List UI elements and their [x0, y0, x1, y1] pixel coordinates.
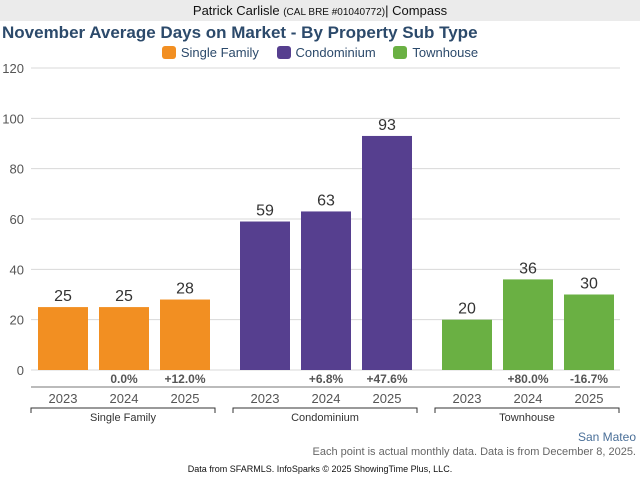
bar: [99, 307, 149, 370]
data-label: 93: [378, 117, 396, 134]
legend-swatch-townhouse: [393, 46, 408, 59]
bar: [38, 307, 88, 370]
y-tick-label: 60: [10, 212, 24, 227]
data-label: 63: [317, 192, 335, 209]
change-label: +80.0%: [507, 372, 548, 386]
brokerage-name: Compass: [392, 3, 448, 18]
legend-label: Single Family: [180, 45, 259, 60]
region-label[interactable]: San Mateo: [577, 430, 636, 444]
y-tick-label: 40: [10, 262, 24, 277]
bar: [442, 319, 492, 370]
legend-swatch-condominium: [276, 46, 291, 59]
data-label: 20: [458, 301, 476, 318]
change-label: +12.0%: [164, 372, 205, 386]
x-tick-label: 2024: [312, 391, 341, 406]
agent-header: Patrick Carlisle (CAL BRE #01040772)| Co…: [0, 0, 640, 21]
license-number: (CAL BRE #01040772): [283, 7, 386, 18]
legend-label: Townhouse: [412, 45, 479, 60]
x-tick-label: 2025: [373, 391, 402, 406]
group-label: Condominium: [291, 412, 359, 424]
bar: [564, 294, 614, 370]
group-label: Single Family: [90, 412, 157, 424]
bar: [362, 135, 412, 370]
data-label: 25: [54, 288, 72, 305]
y-tick-label: 0: [17, 363, 24, 378]
legend-item-condominium[interactable]: Condominium: [276, 45, 376, 60]
data-label: 28: [176, 281, 194, 298]
x-tick-label: 2023: [251, 391, 280, 406]
header-separator: |: [385, 3, 389, 18]
data-label: 30: [580, 276, 598, 293]
bar: [240, 221, 290, 370]
x-tick-label: 2023: [49, 391, 78, 406]
legend-swatch-single-family: [161, 46, 176, 59]
group-label: Townhouse: [499, 412, 555, 424]
change-label: 0.0%: [110, 372, 138, 386]
y-tick-label: 100: [2, 111, 24, 126]
agent-name: Patrick Carlisle: [192, 3, 280, 18]
data-label: 59: [256, 203, 274, 220]
x-tick-label: 2024: [514, 391, 543, 406]
data-source: Data from SFARMLS. InfoSparks © 2025 Sho…: [187, 464, 453, 474]
change-label: +6.8%: [309, 372, 344, 386]
group-bracket: [232, 407, 418, 413]
data-note: Each point is actual monthly data. Data …: [312, 446, 636, 458]
chart-title: November Average Days on Market - By Pro…: [2, 23, 478, 42]
y-tick-label: 20: [10, 313, 24, 328]
bar: [160, 299, 210, 370]
data-label: 25: [115, 288, 133, 305]
data-label: 36: [519, 260, 537, 277]
x-tick-label: 2024: [110, 391, 139, 406]
change-label: -16.7%: [570, 372, 608, 386]
change-label: +47.6%: [366, 372, 407, 386]
chart-legend: Single Family Condominium Townhouse: [0, 45, 640, 60]
x-tick-label: 2025: [575, 391, 604, 406]
y-tick-label: 120: [2, 61, 24, 76]
bar: [301, 211, 351, 370]
bar: [503, 279, 553, 370]
y-tick-label: 80: [10, 162, 24, 177]
legend-item-townhouse[interactable]: Townhouse: [393, 45, 478, 60]
legend-item-single-family[interactable]: Single Family: [161, 45, 259, 60]
group-bracket: [30, 407, 216, 413]
legend-label: Condominium: [295, 45, 376, 60]
x-tick-label: 2025: [171, 391, 200, 406]
x-tick-label: 2023: [453, 391, 482, 406]
group-bracket: [434, 407, 620, 413]
